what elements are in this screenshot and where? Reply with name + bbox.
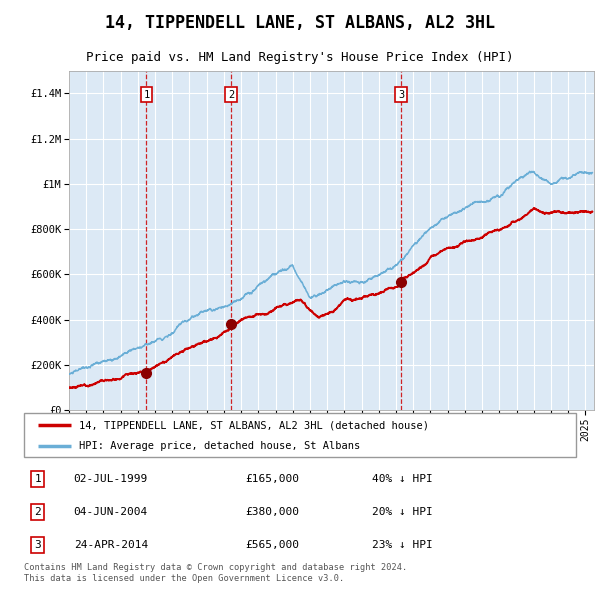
Text: 3: 3 xyxy=(34,540,41,550)
Text: HPI: Average price, detached house, St Albans: HPI: Average price, detached house, St A… xyxy=(79,441,361,451)
Text: £380,000: £380,000 xyxy=(245,507,299,517)
FancyBboxPatch shape xyxy=(24,413,576,457)
Text: £565,000: £565,000 xyxy=(245,540,299,550)
Text: 2: 2 xyxy=(228,90,234,100)
Text: 14, TIPPENDELL LANE, ST ALBANS, AL2 3HL: 14, TIPPENDELL LANE, ST ALBANS, AL2 3HL xyxy=(105,14,495,32)
Text: 40% ↓ HPI: 40% ↓ HPI xyxy=(372,474,433,484)
Text: 14, TIPPENDELL LANE, ST ALBANS, AL2 3HL (detached house): 14, TIPPENDELL LANE, ST ALBANS, AL2 3HL … xyxy=(79,421,429,430)
Text: Contains HM Land Registry data © Crown copyright and database right 2024.
This d: Contains HM Land Registry data © Crown c… xyxy=(24,563,407,583)
Text: 2: 2 xyxy=(34,507,41,517)
Text: 3: 3 xyxy=(398,90,404,100)
Text: 1: 1 xyxy=(143,90,149,100)
Text: 02-JUL-1999: 02-JUL-1999 xyxy=(74,474,148,484)
Text: 20% ↓ HPI: 20% ↓ HPI xyxy=(372,507,433,517)
Text: 24-APR-2014: 24-APR-2014 xyxy=(74,540,148,550)
Text: 04-JUN-2004: 04-JUN-2004 xyxy=(74,507,148,517)
Text: £165,000: £165,000 xyxy=(245,474,299,484)
Text: Price paid vs. HM Land Registry's House Price Index (HPI): Price paid vs. HM Land Registry's House … xyxy=(86,51,514,64)
Text: 23% ↓ HPI: 23% ↓ HPI xyxy=(372,540,433,550)
Text: 1: 1 xyxy=(34,474,41,484)
